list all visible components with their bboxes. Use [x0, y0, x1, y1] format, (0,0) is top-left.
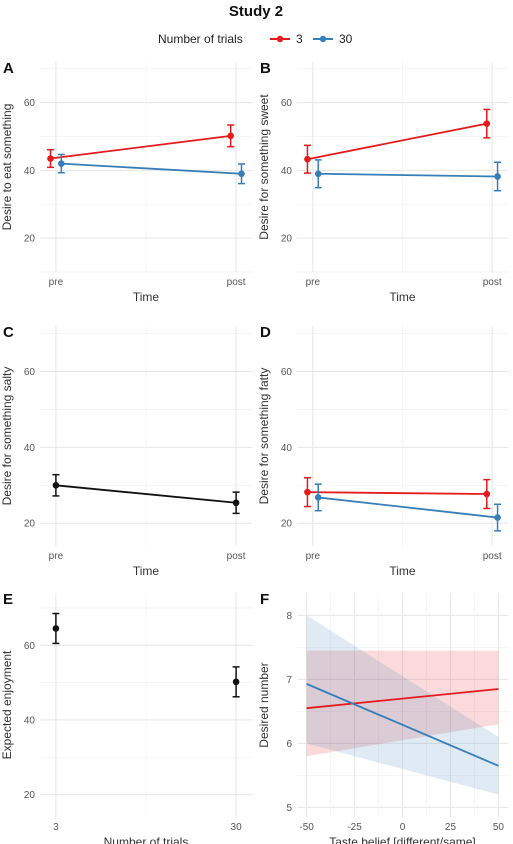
data-point-3-pre	[304, 155, 311, 163]
data-point-30-post	[494, 173, 501, 180]
panel-b: 20 40 60 pre post Time Desire for something sw…	[257, 60, 508, 304]
x-axis-title: Number of trials	[104, 835, 189, 844]
panel-d: 20 40 60 pre post Time Desire for something fa…	[257, 324, 508, 578]
legend: Number of trials 3 30	[158, 32, 353, 46]
x-tick-label: post	[483, 277, 502, 288]
ci-ribbon-30	[306, 615, 499, 795]
y-tick-label: 20	[281, 519, 293, 530]
data-point-30-pre	[314, 170, 322, 178]
y-tick-label: 60	[281, 98, 293, 109]
series-line-30	[61, 162, 242, 175]
y-tick-label: 20	[24, 234, 36, 245]
x-tick-label: 0	[400, 822, 406, 833]
series-line-3	[307, 491, 487, 495]
x-axis-title: Time	[389, 564, 416, 578]
y-tick-label: 40	[281, 443, 293, 454]
series-line-3	[50, 134, 231, 160]
panel-f: 5 6 7 8 -50 -25 0 25 50 Taste belief [different/s…	[257, 591, 508, 844]
panel-letter: F	[260, 591, 269, 608]
y-tick-label: 60	[24, 98, 36, 109]
data-point-30-post	[238, 170, 245, 178]
data-point-3-post	[483, 490, 491, 498]
y-axis-title: Desire for something fatty	[257, 368, 271, 505]
figure-title: Study 2	[229, 3, 283, 20]
y-tick-label: 5	[286, 803, 292, 814]
panel-e: 20 40 60 3 30 Number of trials Expected enjoym…	[0, 591, 252, 844]
y-tick-label: 6	[286, 739, 292, 750]
y-tick-label: 40	[24, 443, 36, 454]
panel-letter: B	[260, 60, 271, 77]
data-point-series-0-3	[52, 625, 60, 632]
x-axis-title: Time	[133, 564, 160, 578]
data-point-30-pre	[314, 494, 322, 501]
y-axis-title: Desire for something salty	[0, 367, 14, 506]
y-tick-label: 60	[24, 367, 36, 378]
y-tick-label: 60	[281, 367, 293, 378]
y-tick-label: 40	[281, 166, 293, 177]
x-tick-label: pre	[306, 277, 321, 288]
data-point-3-post	[227, 132, 234, 140]
y-tick-label: 8	[286, 611, 292, 622]
y-tick-label: 20	[281, 234, 293, 245]
y-tick-label: 7	[286, 675, 292, 686]
ci-ribbon-3	[306, 650, 499, 757]
legend-marker-30	[319, 35, 327, 43]
x-tick-label: 50	[493, 822, 505, 833]
y-axis-title: Expected enjoyment	[0, 650, 14, 759]
regression-line-30	[306, 683, 499, 767]
panel-letter: E	[3, 591, 13, 608]
y-axis-title: Desired number	[257, 662, 271, 747]
series-line-3	[307, 122, 487, 161]
y-tick-label: 40	[24, 715, 36, 726]
panel-c: 20 40 60 pre post Time Desire for something sa…	[0, 324, 252, 578]
panel-letter: D	[260, 324, 271, 341]
data-point-30-pre	[58, 160, 65, 167]
panel-letter: C	[3, 324, 14, 341]
legend-title: Number of trials	[158, 32, 243, 46]
y-axis-title: Desire to eat something	[0, 104, 14, 231]
data-point-30-post	[494, 514, 501, 521]
x-axis-title: Time	[133, 290, 160, 304]
x-tick-label: post	[483, 551, 502, 562]
data-point-series-0-30	[232, 678, 240, 686]
x-tick-label: -50	[299, 822, 314, 833]
x-tick-label: post	[227, 277, 246, 288]
x-axis-title: Time	[389, 290, 416, 304]
x-axis-title: Taste belief [different/same]	[329, 835, 476, 844]
data-point-series-0-post	[232, 499, 240, 507]
x-tick-label: pre	[49, 551, 64, 562]
series-line-series-0	[55, 484, 237, 504]
x-tick-label: pre	[306, 551, 321, 562]
y-tick-label: 20	[24, 790, 36, 801]
data-point-3-post	[483, 120, 491, 127]
legend-label-3: 3	[296, 32, 303, 46]
x-tick-label: 3	[53, 822, 59, 833]
y-axis-title: Desire for something sweet	[257, 94, 271, 240]
x-tick-label: -25	[347, 822, 362, 833]
data-point-series-0-pre	[52, 482, 60, 489]
regression-line-3	[306, 688, 499, 710]
x-tick-label: post	[227, 551, 246, 562]
legend-entry-30: 30	[313, 32, 353, 46]
legend-label-30: 30	[339, 32, 353, 46]
y-tick-label: 40	[24, 166, 36, 177]
x-tick-label: 30	[231, 822, 243, 833]
data-point-3-pre	[304, 488, 311, 496]
y-tick-label: 20	[24, 519, 36, 530]
data-point-3-pre	[47, 155, 54, 162]
panel-letter: A	[3, 60, 14, 77]
series-line-30	[318, 172, 498, 178]
y-tick-label: 60	[24, 641, 36, 652]
panel-a: 20 40 60 pre post Time Desire to eat something…	[0, 60, 252, 304]
x-tick-label: pre	[49, 277, 64, 288]
series-line-30	[318, 496, 498, 519]
legend-marker-3	[276, 35, 284, 43]
x-tick-label: 25	[445, 822, 457, 833]
legend-entry-3: 3	[270, 32, 303, 46]
